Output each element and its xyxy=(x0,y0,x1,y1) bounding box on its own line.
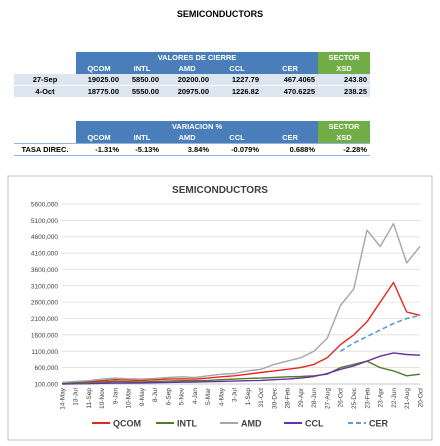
column-header: CER xyxy=(262,63,318,74)
x-tick-label: 23-Feb xyxy=(364,388,371,409)
x-tick-label: 28-Feb xyxy=(285,388,292,409)
cell: 19025.00 xyxy=(76,74,122,86)
column-header: AMD xyxy=(162,63,212,74)
cell: -0.079% xyxy=(212,143,262,156)
row-label: 4-Oct xyxy=(14,85,76,98)
legend-label: QCOM xyxy=(113,419,141,429)
x-tick-label: 27-Aug xyxy=(324,388,331,409)
cell: 20200.00 xyxy=(162,74,212,86)
x-tick-label: 20-Oct xyxy=(417,388,424,408)
y-tick-label: 100,000 xyxy=(35,382,59,389)
chart-frame xyxy=(7,175,433,441)
closing-values-table: VALORES DE CIERRE SECTOR QCOM INTL AMD CCL CER… xyxy=(14,52,370,98)
line-series xyxy=(61,281,421,384)
x-tick-label: 9-May xyxy=(139,387,146,406)
column-header: AMD xyxy=(162,132,212,144)
x-tick-label: 30-Dec xyxy=(271,387,278,409)
cell: 18775.00 xyxy=(76,85,122,98)
x-tick-label: 6-Sep xyxy=(165,388,172,406)
sector-header: SECTOR xyxy=(318,121,370,132)
line-series xyxy=(61,352,421,385)
page-title: SEMICONDUCTORS xyxy=(176,9,264,19)
x-tick-label: 9-Jan xyxy=(112,388,119,405)
cell: 470.6225 xyxy=(262,85,318,98)
x-tick-label: 5-Mar xyxy=(205,387,212,405)
x-tick-label: 1-Sep xyxy=(245,388,252,406)
cell: 243.80 xyxy=(318,74,370,86)
column-header: CER xyxy=(262,132,318,144)
legend-label: INTL xyxy=(177,419,197,429)
y-tick-label: 600,000 xyxy=(35,365,59,372)
cell: 5550.00 xyxy=(122,85,162,98)
legend-label: AMD xyxy=(241,419,262,429)
x-tick-label: 25-Dec xyxy=(351,387,358,409)
y-tick-label: 4600,000 xyxy=(31,234,58,241)
column-header: QCOM xyxy=(76,132,122,144)
x-tick-label: 10-Mar xyxy=(126,387,133,408)
y-tick-label: 1100,000 xyxy=(31,349,58,356)
y-tick-label: 2100,000 xyxy=(31,316,58,323)
y-tick-label: 5100,000 xyxy=(31,218,58,225)
cell: 3.84% xyxy=(162,143,212,156)
y-tick-label: 3600,000 xyxy=(31,267,58,274)
y-tick-label: 2600,000 xyxy=(31,300,58,307)
column-header: XSD xyxy=(318,132,370,144)
cell: 0.688% xyxy=(262,143,318,156)
y-tick-label: 1600,000 xyxy=(31,332,58,339)
legend-label: CER xyxy=(369,419,389,429)
x-tick-label: 28-Jun xyxy=(311,388,318,408)
x-tick-label: 23-Apr xyxy=(378,387,385,407)
line-series xyxy=(61,222,421,384)
y-tick-label: 5600,000 xyxy=(31,202,58,209)
x-tick-label: 22-Jun xyxy=(391,388,398,408)
line-series xyxy=(61,360,421,384)
line-series xyxy=(339,314,421,352)
cell: 1226.82 xyxy=(212,85,262,98)
group-header: VALORES DE CIERRE xyxy=(76,52,318,63)
row-label: 27-Sep xyxy=(14,74,76,86)
x-tick-label: 11-Sep xyxy=(86,388,93,409)
cell: 467.4065 xyxy=(262,74,318,86)
x-tick-label: 3-Jul xyxy=(232,387,239,402)
cell: 20975.00 xyxy=(162,85,212,98)
x-tick-label: 13-Jul xyxy=(73,387,80,405)
group-header: VARIACION % xyxy=(76,121,318,132)
column-header: XSD xyxy=(318,63,370,74)
x-tick-label: 8-Jul xyxy=(152,387,159,402)
row-label: TASA DIREC. xyxy=(14,143,76,156)
column-header: CCL xyxy=(212,63,262,74)
legend-label: CCL xyxy=(305,419,324,429)
variation-table: VARIACION % SECTOR QCOM INTL AMD CCL CER XSD TAS… xyxy=(14,121,370,156)
cell: -1.31% xyxy=(76,143,122,156)
x-tick-label: 31-Oct xyxy=(258,388,265,408)
column-header: INTL xyxy=(122,132,162,144)
x-tick-label: 5-Nov xyxy=(179,387,186,405)
cell: -5.13% xyxy=(122,143,162,156)
x-tick-label: 4-May xyxy=(218,387,225,406)
y-tick-label: 3100,000 xyxy=(31,283,58,290)
cell: 238.25 xyxy=(318,85,370,98)
x-tick-label: 10-Nov xyxy=(99,387,106,409)
column-header: QCOM xyxy=(76,63,122,74)
y-tick-label: 4100,000 xyxy=(31,251,58,258)
x-tick-label: 29-Apr xyxy=(298,387,305,407)
x-tick-label: 14-May xyxy=(59,387,66,409)
chart-title: SEMICONDUCTORS xyxy=(172,185,268,196)
x-tick-label: 21-Aug xyxy=(404,388,411,409)
cell: 1227.79 xyxy=(212,74,262,86)
cell: 5850.00 xyxy=(122,74,162,86)
column-header: INTL xyxy=(122,63,162,74)
sector-header: SECTOR xyxy=(318,52,370,63)
column-header: CCL xyxy=(212,132,262,144)
x-tick-label: 26-Oct xyxy=(338,388,345,408)
cell: -2.28% xyxy=(318,143,370,156)
x-tick-label: 4-Jan xyxy=(192,388,199,405)
